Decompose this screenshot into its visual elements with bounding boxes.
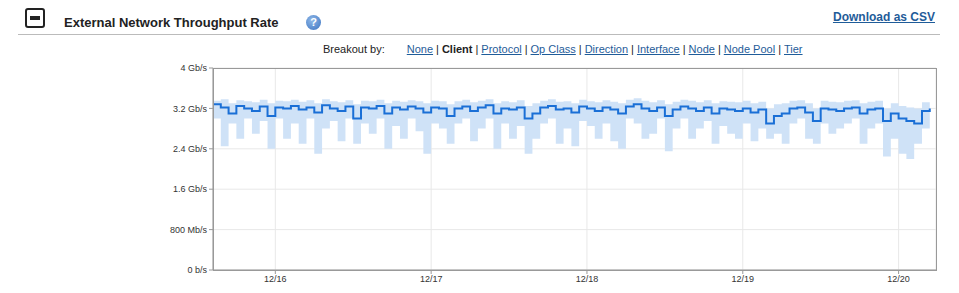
svg-text:12/17: 12/17	[420, 274, 443, 284]
svg-text:12/19: 12/19	[732, 274, 755, 284]
html-text:Download as CSV: Download as CSV	[833, 10, 935, 24]
svg-text:12/18: 12/18	[576, 274, 599, 284]
svg-text:12/16: 12/16	[264, 274, 287, 284]
svg-text:2.4 Gb/s: 2.4 Gb/s	[173, 144, 208, 154]
html-text:External Network Throughput Ra: External Network Throughput Rate	[64, 15, 279, 30]
svg-text:12/20: 12/20	[887, 274, 910, 284]
svg-text:800 Mb/s: 800 Mb/s	[170, 225, 208, 235]
svg-text:4 Gb/s: 4 Gb/s	[180, 63, 207, 73]
html-text:Breakout by:: Breakout by:	[323, 43, 385, 55]
html-text:None | Client | Protocol | Op: None | Client | Protocol | Op Class | Di…	[406, 43, 803, 55]
svg-text:3.2 Gb/s: 3.2 Gb/s	[173, 104, 208, 114]
svg-text:0 b/s: 0 b/s	[187, 265, 207, 275]
svg-text:1.6 Gb/s: 1.6 Gb/s	[173, 184, 208, 194]
